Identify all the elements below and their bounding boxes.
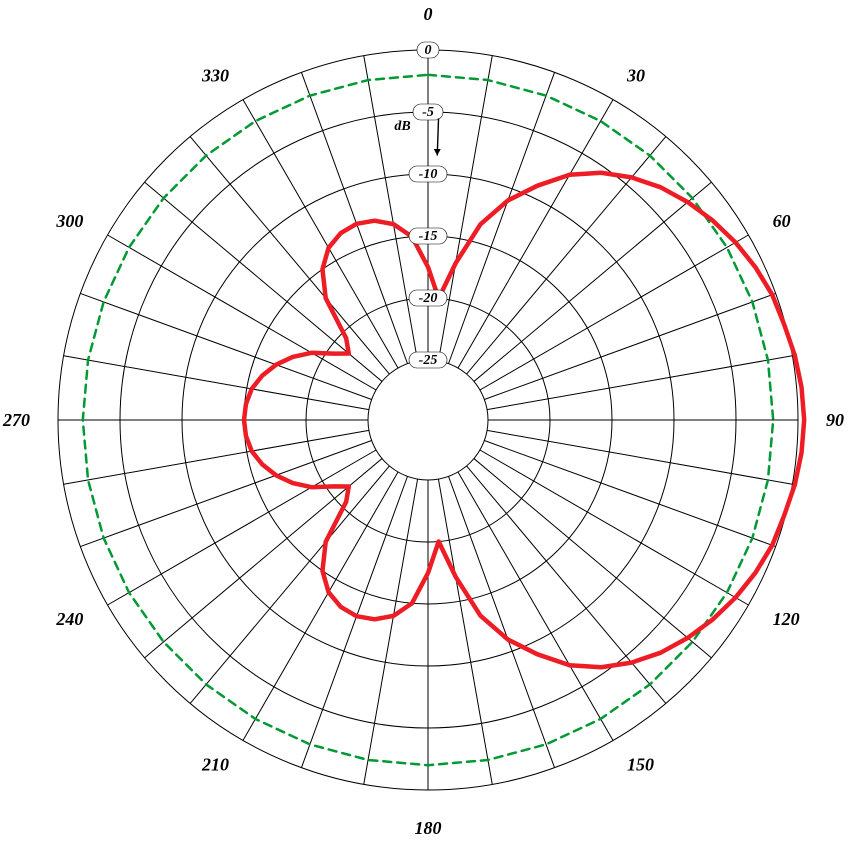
angle-label: 150 [627, 755, 654, 775]
angle-label: 30 [626, 65, 645, 85]
polar-svg: 0 -5 -10 -15 -20 -25 dB 0 30 60 90 120 150 180 210 240 2… [0, 0, 857, 841]
radial-label: -25 [419, 353, 438, 368]
radial-label: -5 [422, 105, 434, 120]
unit-label: dB [394, 119, 410, 134]
angle-label: 180 [415, 818, 442, 838]
polar-chart: 0 -5 -10 -15 -20 -25 dB 0 30 60 90 120 150 180 210 240 2… [0, 0, 857, 841]
angle-label: 270 [2, 410, 30, 430]
radial-label: -10 [419, 167, 438, 182]
angle-label: 120 [773, 609, 800, 629]
radial-label: -15 [419, 229, 438, 244]
angle-label: 90 [826, 410, 844, 430]
angle-label: 0 [424, 4, 433, 24]
angle-label: 240 [55, 609, 83, 629]
radial-label: -20 [419, 291, 438, 306]
angle-label: 300 [55, 211, 83, 231]
radial-label: 0 [425, 43, 432, 58]
angle-label: 60 [773, 211, 791, 231]
angle-label: 210 [201, 755, 229, 775]
angle-label: 330 [201, 65, 229, 85]
